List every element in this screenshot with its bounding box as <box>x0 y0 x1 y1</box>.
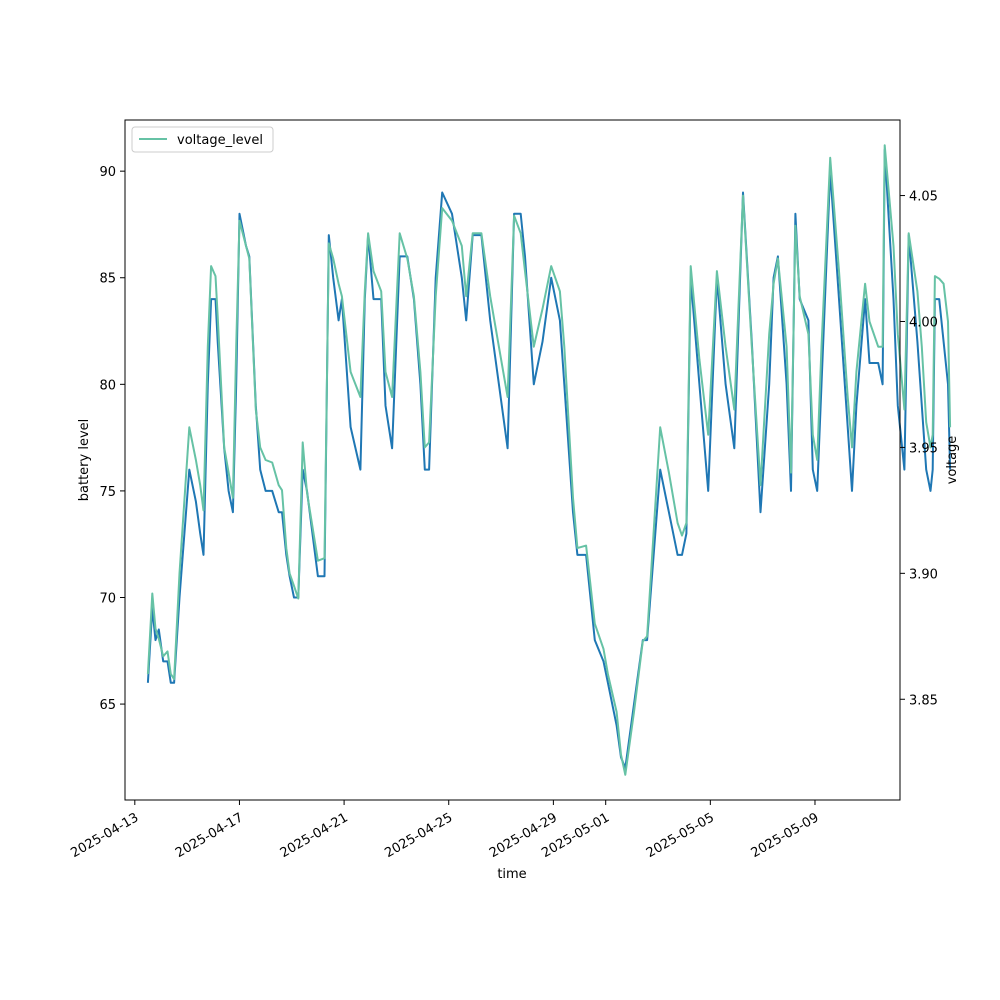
legend: voltage_level <box>131 126 274 153</box>
x-axis-title: time <box>497 867 526 882</box>
x-tick-label: 2025-04-17 <box>173 810 246 861</box>
battery-series-line <box>146 148 952 769</box>
y-axis-right-title: voltage <box>945 436 960 485</box>
x-tick-label: 2025-05-05 <box>644 810 717 861</box>
y-right-tick-label: 3.85 <box>909 693 938 708</box>
x-tick-label: 2025-05-09 <box>749 810 822 861</box>
legend-box <box>131 126 274 153</box>
y-left-tick-label: 75 <box>99 485 116 500</box>
plot-frame <box>124 119 901 801</box>
x-tick-label: 2025-04-13 <box>68 810 141 861</box>
y-axis-left-title: battery level <box>77 419 92 502</box>
y-left-tick-label: 90 <box>99 165 116 180</box>
y-right-tick-label: 4.05 <box>909 190 938 205</box>
voltage-series-line <box>146 144 952 776</box>
y-left-tick-label: 85 <box>99 272 116 287</box>
x-tick-label: 2025-04-21 <box>278 810 351 861</box>
y-left-tick-label: 70 <box>99 591 116 606</box>
y-axis-left: 65 70 75 80 85 90 <box>99 165 125 713</box>
x-axis: 2025-04-13 2025-04-17 2025-04-21 2025-04-25… <box>68 800 822 861</box>
x-tick-label: 2025-04-25 <box>382 810 455 861</box>
legend-label-voltage: voltage_level <box>177 133 263 148</box>
y-axis-right: 3.85 3.90 3.95 4.00 4.05 <box>900 190 938 708</box>
y-right-tick-label: 3.95 <box>909 441 938 456</box>
y-left-tick-label: 80 <box>99 378 116 393</box>
y-left-tick-label: 65 <box>99 698 116 713</box>
plot-lines <box>146 144 952 776</box>
y-right-tick-label: 3.90 <box>909 567 938 582</box>
y-right-tick-label: 4.00 <box>909 315 938 330</box>
